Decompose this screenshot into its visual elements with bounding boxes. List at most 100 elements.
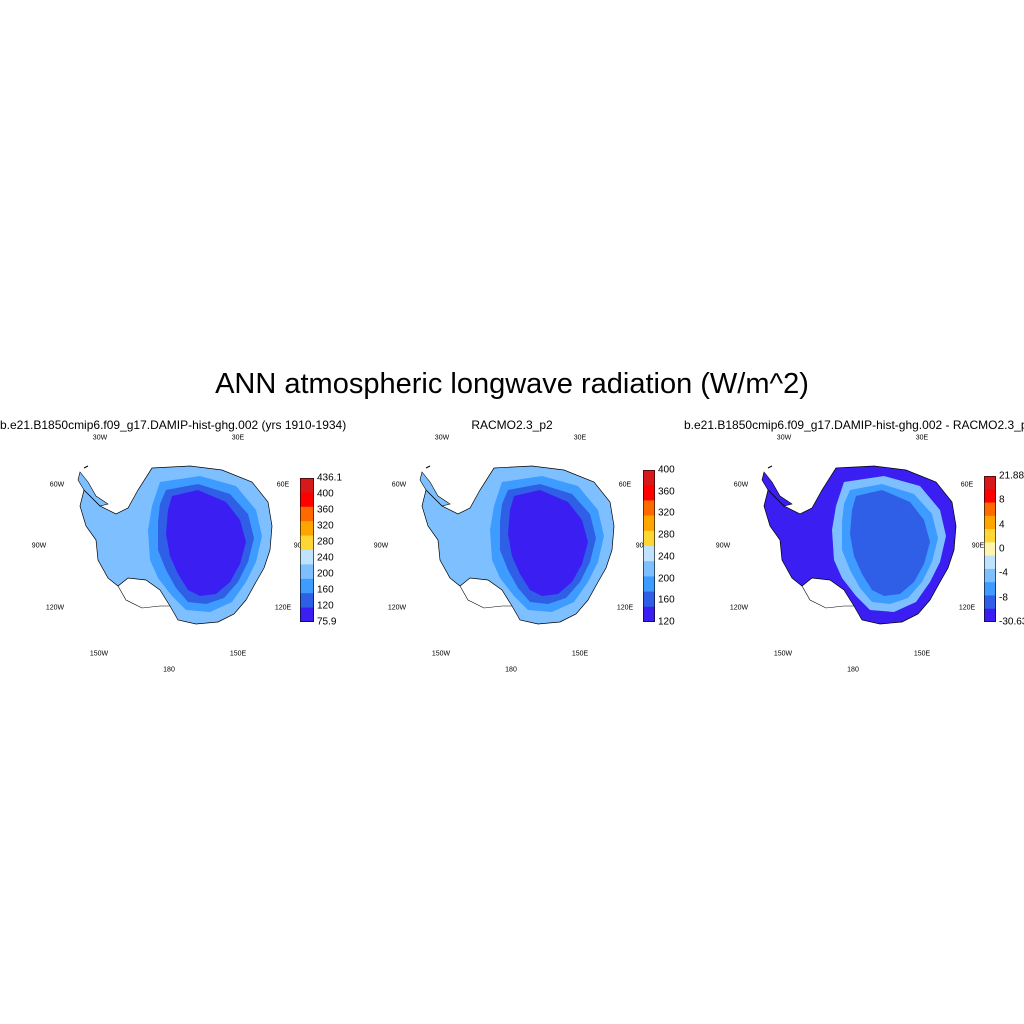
- colorbar-tick-label: -4: [999, 567, 1008, 579]
- colorbar-tick-label: 240: [658, 551, 675, 563]
- colorbar-tick-label: 280: [658, 529, 675, 541]
- lon-label-150w: 150W: [773, 650, 793, 658]
- colorbar-segment: [643, 470, 655, 486]
- colorbar-tick-label: 320: [317, 520, 334, 532]
- colorbar: [643, 470, 655, 622]
- colorbar-segment: [300, 593, 314, 609]
- colorbar-tick-label: -30.63: [999, 616, 1024, 628]
- antarctic-peninsula: [419, 471, 451, 507]
- coastline: [421, 465, 615, 625]
- panel-title: b.e21.B1850cmip6.f09_g17.DAMIP-hist-ghg.…: [684, 418, 1024, 432]
- east-antarctic-plateau: [508, 490, 588, 596]
- lon-label-120e: 120E: [274, 604, 292, 612]
- panel-difference: b.e21.B1850cmip6.f09_g17.DAMIP-hist-ghg.…: [684, 410, 1024, 690]
- east-antarctic-plateau: [850, 490, 930, 596]
- lon-label-150w: 150W: [431, 650, 451, 658]
- lon-label-90e: 90E: [971, 542, 985, 550]
- colorbar-segment: [984, 476, 996, 490]
- colorbar-frame: [984, 476, 996, 622]
- colorbar-segment: [300, 521, 314, 537]
- colorbar-segment: [643, 485, 655, 501]
- colorbar-segment: [643, 546, 655, 562]
- panel-model: b.e21.B1850cmip6.f09_g17.DAMIP-hist-ghg.…: [0, 410, 347, 690]
- lon-label-30e: 30E: [573, 434, 587, 442]
- colorbar-segment: [300, 564, 314, 580]
- colorbar-segment: [643, 530, 655, 547]
- lon-label-60e: 60E: [960, 481, 974, 489]
- lon-label-30w: 30W: [776, 434, 792, 442]
- colorbar-segment: [300, 607, 314, 622]
- lon-label-120w: 120W: [729, 604, 749, 612]
- lon-label-180: 180: [505, 666, 517, 674]
- panel-racmo: RACMO2.3_p2 30W 30E 60W 60E 90W 90E 120W…: [342, 410, 682, 690]
- antarctica-map: [77, 465, 273, 625]
- coastline: [79, 465, 273, 625]
- colorbar-segment: [300, 578, 314, 594]
- colorbar-segment: [984, 529, 996, 543]
- colorbar-tick-label: 200: [658, 573, 675, 585]
- colorbar-segment: [643, 576, 655, 593]
- lon-label-180: 180: [847, 666, 859, 674]
- colorbar-tick-label: 400: [658, 464, 675, 476]
- antarctic-peninsula: [77, 471, 109, 507]
- colorbar-tick-label: -8: [999, 592, 1008, 604]
- lon-label-30e: 30E: [915, 434, 929, 442]
- lon-label-30w: 30W: [92, 434, 108, 442]
- colorbar-tick-label: 360: [658, 486, 675, 498]
- colorbar-tick-label: 240: [317, 552, 334, 564]
- figure-title: ANN atmospheric longwave radiation (W/m^…: [215, 368, 809, 400]
- colorbar-segment: [984, 555, 996, 570]
- small-island-mark: [83, 465, 89, 469]
- small-island-mark: [767, 465, 773, 469]
- colorbar-tick-label: 75.9: [317, 616, 337, 628]
- lon-label-60w: 60W: [733, 481, 749, 489]
- antarctica-map: [419, 465, 615, 625]
- colorbar-tick-label: 400: [317, 488, 334, 500]
- panel-title: b.e21.B1850cmip6.f09_g17.DAMIP-hist-ghg.…: [0, 418, 347, 432]
- colorbar-tick-label: 436.1: [317, 472, 343, 484]
- colorbar-tick-label: 21.88: [999, 470, 1024, 482]
- lon-label-90w: 90W: [31, 542, 47, 550]
- colorbar: [300, 478, 314, 622]
- colorbar: [984, 476, 996, 622]
- colorbar-tick-label: 120: [317, 600, 334, 612]
- lon-label-60w: 60W: [49, 481, 65, 489]
- colorbar-tick-label: 0: [999, 543, 1005, 555]
- lon-label-30w: 30W: [434, 434, 450, 442]
- lon-label-120w: 120W: [45, 604, 65, 612]
- colorbar-segment: [984, 608, 996, 622]
- colorbar-segment: [643, 561, 655, 577]
- colorbar-segment: [984, 489, 996, 504]
- colorbar-segment: [984, 542, 996, 557]
- lon-label-150e: 150E: [571, 650, 589, 658]
- colorbar-tick-label: 4: [999, 519, 1005, 531]
- east-antarctic-plateau: [166, 490, 246, 596]
- colorbar-segment: [984, 515, 996, 530]
- panel-title: RACMO2.3_p2: [471, 418, 553, 432]
- antarctica-map: [761, 465, 957, 625]
- colorbar-segment: [300, 535, 314, 551]
- colorbar-tick-label: 8: [999, 494, 1005, 506]
- lon-label-120e: 120E: [616, 604, 634, 612]
- lon-label-150e: 150E: [229, 650, 247, 658]
- colorbar-segment: [300, 506, 314, 522]
- colorbar-tick-label: 160: [317, 584, 334, 596]
- coastline: [763, 465, 957, 625]
- lon-label-60e: 60E: [618, 481, 632, 489]
- colorbar-tick-label: 280: [317, 536, 334, 548]
- colorbar-segment: [984, 595, 996, 610]
- colorbar-frame: [643, 470, 655, 622]
- colorbar-segment: [643, 500, 655, 517]
- colorbar-segment: [300, 492, 314, 508]
- colorbar-segment: [643, 591, 655, 608]
- lon-label-30e: 30E: [231, 434, 245, 442]
- lon-label-90w: 90W: [373, 542, 389, 550]
- ross-ice-shelf-edge: [117, 585, 170, 609]
- lon-label-60w: 60W: [391, 481, 407, 489]
- lon-label-120e: 120E: [958, 604, 976, 612]
- ross-ice-shelf-edge: [459, 585, 512, 609]
- colorbar-segment: [300, 478, 314, 493]
- colorbar-tick-label: 360: [317, 504, 334, 516]
- lon-label-60e: 60E: [276, 481, 290, 489]
- lon-label-150w: 150W: [89, 650, 109, 658]
